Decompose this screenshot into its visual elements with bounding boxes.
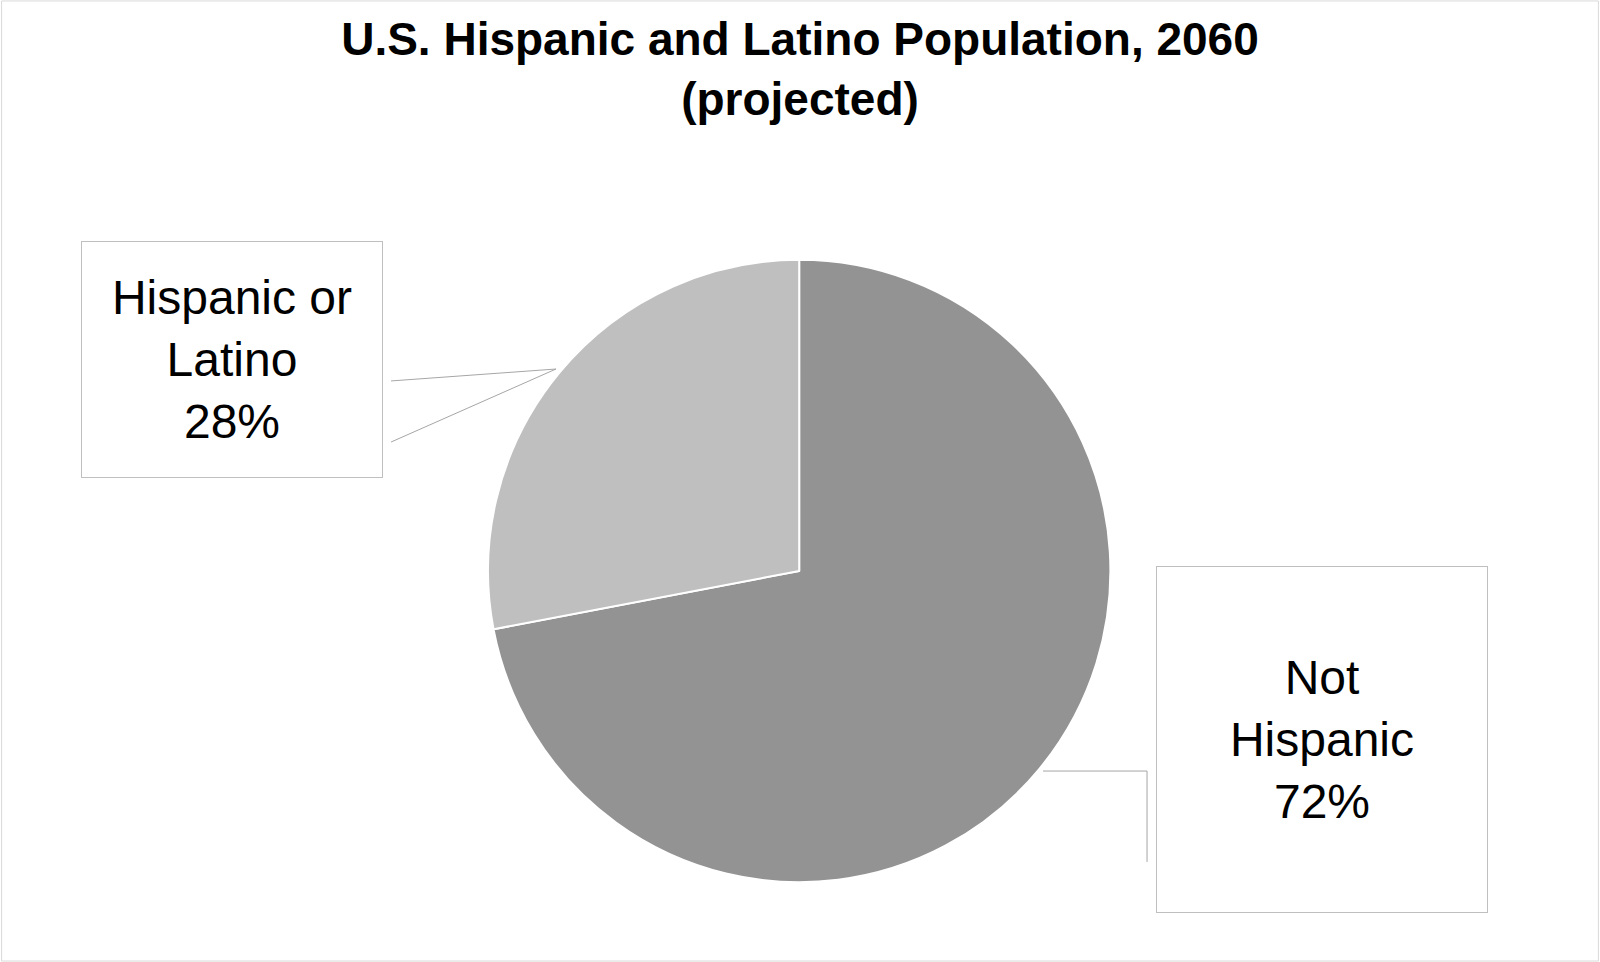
svg-text:NotHispanic72%: NotHispanic72% (1230, 651, 1414, 829)
svg-text:U.S. Hispanic and Latino Popul: U.S. Hispanic and Latino Population, 206… (341, 13, 1259, 125)
svg-text:Hispanic orLatino28%: Hispanic orLatino28% (112, 271, 352, 449)
